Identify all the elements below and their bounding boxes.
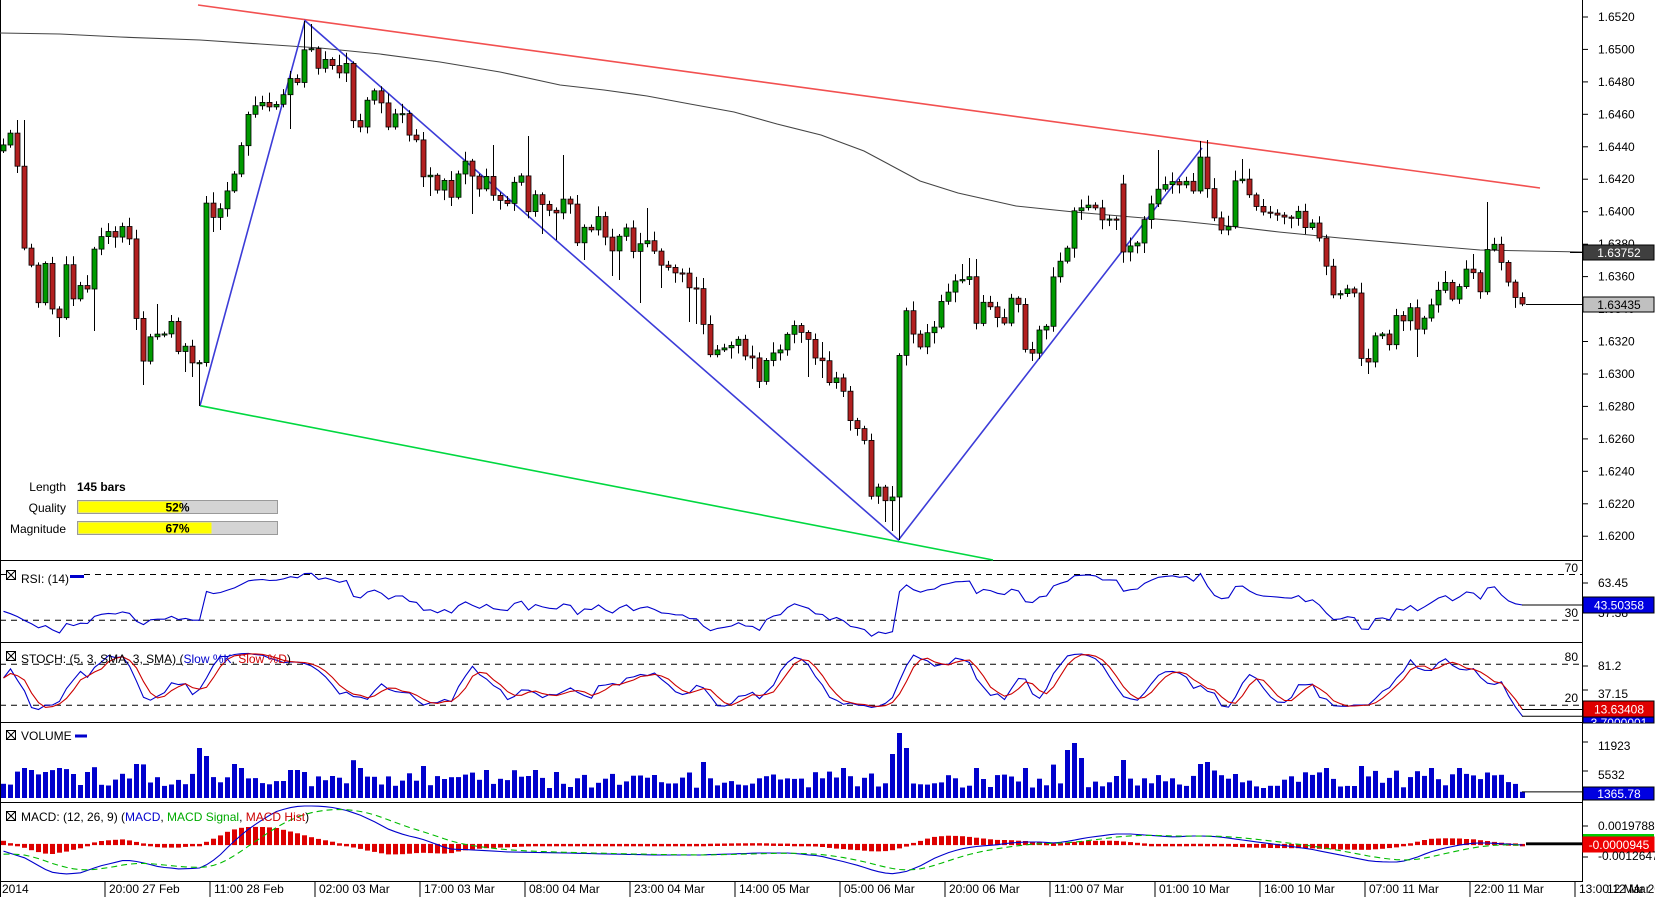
- svg-text:MACD: (12, 26, 9) (MACD, MACD: MACD: (12, 26, 9) (MACD, MACD Signal, MA…: [21, 810, 309, 824]
- svg-text:1.6480: 1.6480: [1598, 75, 1635, 89]
- svg-text:1.6200: 1.6200: [1598, 529, 1635, 543]
- svg-text:13:00 12 Mar: 13:00 12 Mar: [1579, 882, 1650, 896]
- svg-text:30: 30: [1565, 606, 1579, 620]
- svg-text:RSI: (14): RSI: (14): [21, 572, 69, 586]
- svg-text:11:00 07 Mar: 11:00 07 Mar: [1054, 882, 1124, 896]
- svg-text:5532: 5532: [1598, 768, 1625, 782]
- svg-text:1.63435: 1.63435: [1597, 298, 1641, 312]
- svg-text:1365.78: 1365.78: [1597, 787, 1641, 801]
- svg-text:05:00 06 Mar: 05:00 06 Mar: [844, 882, 915, 896]
- svg-text:1.6240: 1.6240: [1598, 464, 1635, 478]
- svg-text:43.50358: 43.50358: [1594, 599, 1644, 613]
- svg-text:3.7000001: 3.7000001: [1591, 716, 1648, 730]
- svg-text:14:00 05 Mar: 14:00 05 Mar: [739, 882, 810, 896]
- svg-text:20:00 27 Feb: 20:00 27 Feb: [109, 882, 180, 896]
- svg-text:1.6220: 1.6220: [1598, 497, 1635, 511]
- svg-text:07:00 11 Mar: 07:00 11 Mar: [1369, 882, 1439, 896]
- svg-text:67%: 67%: [165, 522, 189, 536]
- svg-text:Magnitude: Magnitude: [10, 522, 66, 536]
- svg-text:-0.0012647: -0.0012647: [1598, 849, 1655, 863]
- svg-text:1.6260: 1.6260: [1598, 432, 1635, 446]
- svg-text:1.6320: 1.6320: [1598, 335, 1635, 349]
- svg-text:1.6500: 1.6500: [1598, 42, 1635, 56]
- svg-text:22:00 11 Mar: 22:00 11 Mar: [1474, 882, 1544, 896]
- svg-text:2014: 2014: [2, 882, 29, 896]
- svg-text:Length: Length: [29, 480, 66, 494]
- svg-text:23:00 04 Mar: 23:00 04 Mar: [634, 882, 705, 896]
- svg-text:1.6420: 1.6420: [1598, 172, 1635, 186]
- svg-text:1.6440: 1.6440: [1598, 140, 1635, 154]
- svg-text:12 Mar 2014: 12 Mar 2014: [1607, 882, 1655, 896]
- svg-text:0.0019788: 0.0019788: [1598, 819, 1655, 833]
- svg-text:01:00 10 Mar: 01:00 10 Mar: [1159, 882, 1230, 896]
- svg-text:17:00 03 Mar: 17:00 03 Mar: [424, 882, 495, 896]
- svg-text:145 bars: 145 bars: [77, 480, 126, 494]
- svg-text:16:00 10 Mar: 16:00 10 Mar: [1264, 882, 1335, 896]
- svg-text:1.6280: 1.6280: [1598, 399, 1635, 413]
- svg-text:-0.0000945: -0.0000945: [1589, 838, 1650, 852]
- svg-text:80: 80: [1565, 650, 1579, 664]
- svg-text:08:00 04 Mar: 08:00 04 Mar: [529, 882, 600, 896]
- svg-text:1.6460: 1.6460: [1598, 107, 1635, 121]
- svg-text:STOCH: (5, 3, SMA, 3, SMA) (Sl: STOCH: (5, 3, SMA, 3, SMA) (Slow %K, Slo…: [21, 652, 291, 666]
- svg-text:1.6300: 1.6300: [1598, 367, 1635, 381]
- svg-text:37.15: 37.15: [1598, 687, 1628, 701]
- svg-text:1.6520: 1.6520: [1598, 10, 1635, 24]
- svg-text:11:00 28 Feb: 11:00 28 Feb: [214, 882, 284, 896]
- svg-text:1.63752: 1.63752: [1597, 246, 1641, 260]
- svg-text:20:00 06 Mar: 20:00 06 Mar: [949, 882, 1020, 896]
- svg-text:81.2: 81.2: [1598, 659, 1622, 673]
- svg-text:1.6360: 1.6360: [1598, 270, 1635, 284]
- svg-text:52%: 52%: [165, 501, 189, 515]
- svg-text:20: 20: [1565, 691, 1579, 705]
- svg-text:Quality: Quality: [29, 501, 66, 515]
- svg-text:02:00 03 Mar: 02:00 03 Mar: [319, 882, 390, 896]
- svg-text:63.45: 63.45: [1598, 576, 1628, 590]
- svg-text:70: 70: [1565, 561, 1579, 575]
- svg-text:11923: 11923: [1598, 739, 1631, 753]
- svg-text:VOLUME: VOLUME: [21, 729, 72, 743]
- svg-text:1.6400: 1.6400: [1598, 205, 1635, 219]
- svg-text:13.63408: 13.63408: [1594, 703, 1644, 717]
